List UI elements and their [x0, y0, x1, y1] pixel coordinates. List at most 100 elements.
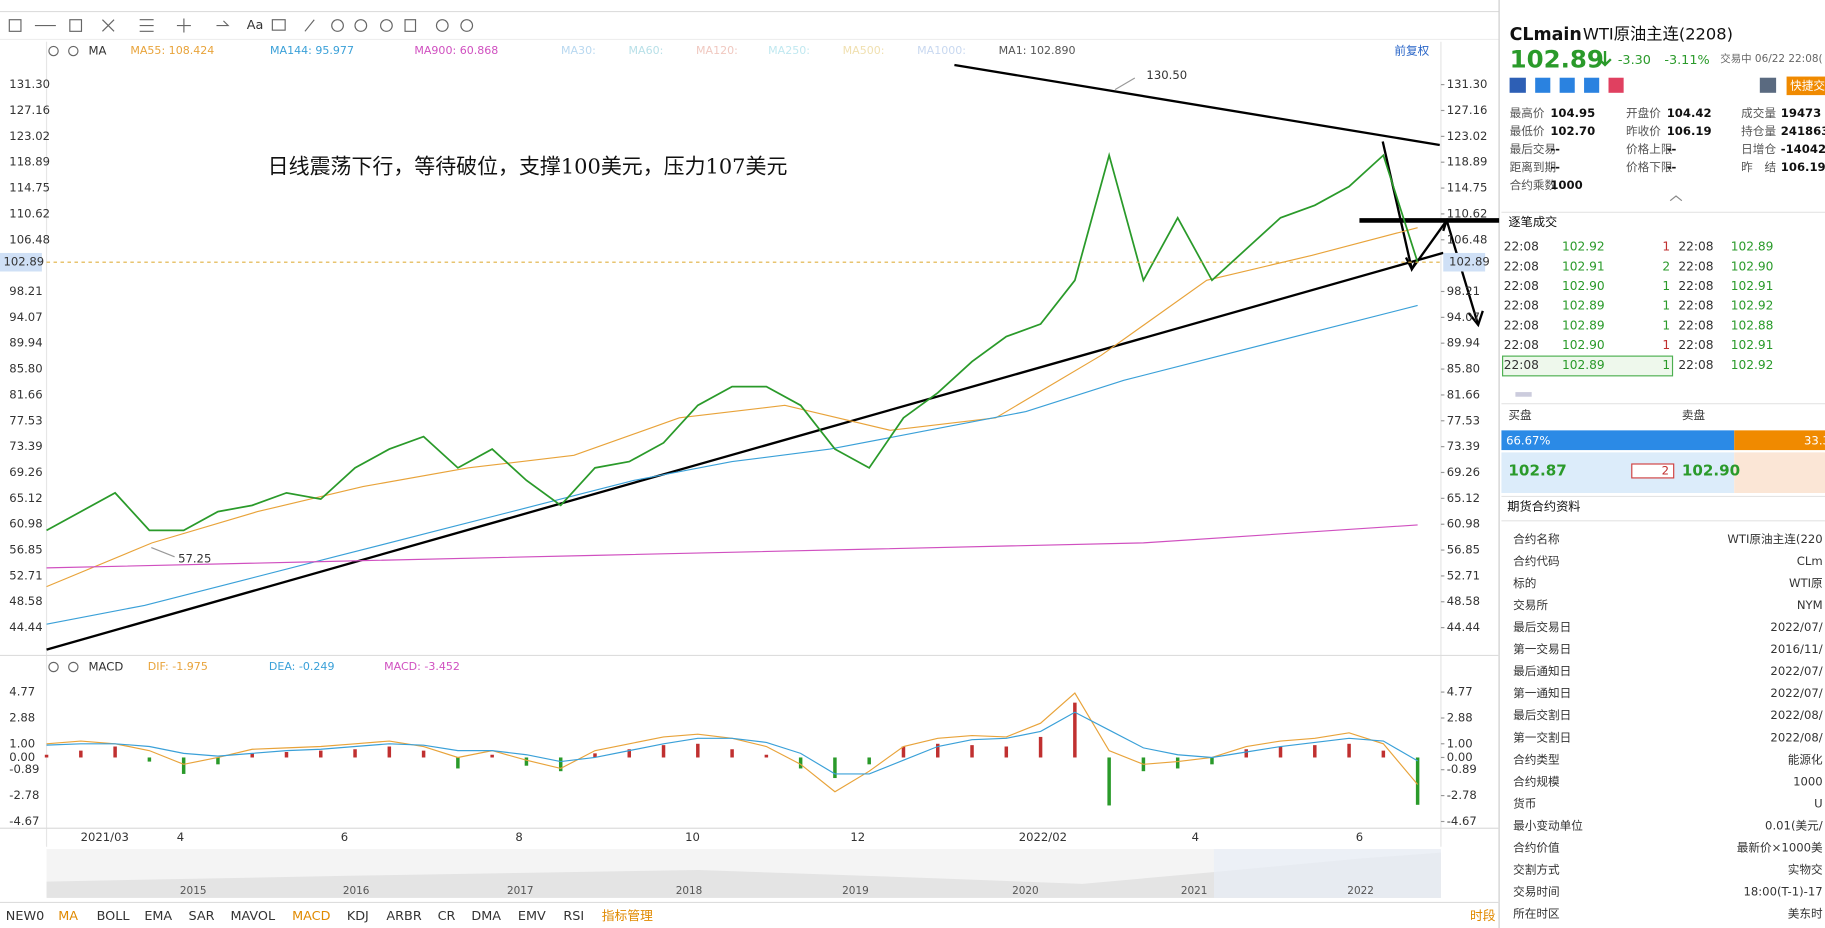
settings-icon[interactable]	[48, 45, 59, 57]
indicator-tab[interactable]: EMA	[144, 909, 172, 924]
y-tick-label: 114.75	[9, 181, 50, 195]
settings-icon[interactable]	[48, 661, 59, 673]
contract-value: NYM	[1797, 598, 1823, 612]
indicator-tab[interactable]: SAR	[189, 909, 215, 924]
indicator-tab[interactable]: DMA	[471, 909, 501, 924]
ma-selector[interactable]: MA	[88, 44, 106, 58]
macd-bar	[970, 745, 974, 758]
overview-year: 2022	[1347, 885, 1374, 897]
y-tick-label: 114.75	[1447, 181, 1488, 195]
indicator-tab[interactable]: ARBR	[386, 909, 421, 924]
y-tick-label: 52.71	[9, 568, 42, 582]
contract-value: 2022/07/	[1770, 620, 1822, 634]
tick-time: 22:08	[1678, 338, 1713, 352]
tick-price: 102.91	[1731, 338, 1774, 352]
contract-label: 合约类型	[1513, 752, 1560, 766]
status: 交易中 06/22 22:08(	[1720, 52, 1822, 65]
quick-trade[interactable]: 快捷交	[1790, 78, 1825, 92]
font-tool[interactable]: Aa	[247, 18, 264, 33]
stat-value: -14042	[1781, 142, 1825, 156]
y-tick-label: 85.80	[9, 362, 42, 376]
ma-line	[46, 304, 1418, 625]
indicator-tab[interactable]: NEW0	[6, 909, 44, 924]
y-tick-label: 48.58	[9, 594, 42, 608]
indicator-tab[interactable]: MACD	[292, 909, 331, 924]
overview-window[interactable]	[1213, 849, 1441, 898]
indicator-tab[interactable]: 指标管理	[602, 909, 653, 924]
contract-label: 合约规模	[1513, 774, 1560, 788]
ma-legend: MA55: 108.424	[130, 44, 214, 57]
macd-bar	[216, 757, 220, 765]
adjust-toggle[interactable]: 前复权	[1394, 44, 1429, 58]
macd-tick-label: 4.77	[9, 685, 35, 699]
macd-bar	[936, 743, 940, 758]
tick-price: 102.92	[1731, 358, 1774, 372]
user-drawings[interactable]	[46, 63, 1500, 651]
stat-value: 19473	[1781, 106, 1821, 120]
ma-legend: MA500:	[843, 44, 885, 57]
macd-bar	[1038, 736, 1043, 758]
stat-value: --	[1667, 160, 1677, 174]
contract-label: 最后交割日	[1513, 708, 1571, 722]
ma-legend: MA144: 95.977	[270, 44, 354, 57]
tick-row-highlight	[1502, 355, 1674, 377]
close-icon[interactable]	[68, 661, 79, 673]
period-btn[interactable]: 时段	[1470, 909, 1496, 924]
macd-tick-label: -0.89	[9, 762, 39, 776]
collapse-chevron[interactable]	[1669, 195, 1683, 202]
indicator-tab[interactable]: BOLL	[97, 909, 131, 924]
indicator-tab[interactable]: MA	[58, 909, 78, 924]
contract-value: 2022/07/	[1770, 664, 1822, 678]
y-tick-label: 73.39	[1447, 439, 1480, 453]
tick-time: 22:08	[1504, 279, 1539, 293]
tick-time: 22:08	[1504, 259, 1539, 273]
tick-time: 22:08	[1504, 299, 1539, 313]
macd-tick-label: -0.89	[1447, 762, 1477, 776]
ma-legend: MA60:	[629, 44, 664, 57]
macd-bar	[798, 757, 803, 769]
contract-label: 第一交割日	[1513, 730, 1571, 744]
indicator-tab[interactable]: RSI	[563, 909, 584, 924]
overview-year: 2015	[180, 885, 207, 897]
stat-label: 价格下限	[1626, 160, 1673, 174]
indicator-tab[interactable]: KDJ	[347, 909, 369, 924]
y-tick-label: 60.98	[1447, 517, 1480, 531]
tick-volume: 2	[1662, 259, 1670, 273]
macd-bar	[1107, 757, 1111, 806]
tick-time: 22:08	[1678, 358, 1713, 372]
contract-label: 第一交易日	[1513, 642, 1571, 656]
last-price-box	[0, 252, 42, 272]
last-price: 102.89	[1510, 44, 1604, 73]
drawing-tools[interactable]	[8, 18, 474, 33]
quick-trade-btn[interactable]	[1786, 76, 1825, 96]
contract-label: 合约价值	[1513, 840, 1560, 854]
contract-value: WTI原	[1789, 576, 1823, 590]
tick-price: 102.92	[1731, 299, 1774, 313]
indicator-tab[interactable]: MAVOL	[230, 909, 276, 924]
indicator-tab[interactable]: EMV	[518, 909, 546, 924]
last-price-box	[1443, 252, 1486, 272]
close-icon[interactable]	[68, 45, 79, 57]
y-tick-label: 65.12	[9, 491, 42, 505]
indicator-tab[interactable]: CR	[438, 909, 456, 924]
macd-bar	[353, 749, 357, 758]
stat-label: 昨收价	[1626, 124, 1661, 138]
tick-time: 22:08	[1504, 358, 1539, 372]
size-box	[1631, 463, 1675, 479]
price-line	[46, 151, 1419, 532]
contract-value: CLm	[1797, 554, 1823, 568]
stat-value: --	[1550, 142, 1560, 156]
buy-ratio-bar	[1501, 430, 1735, 451]
y-tick-label: 56.85	[9, 543, 42, 557]
macd-tick-label: 2.88	[9, 711, 35, 725]
contract-label: 交易所	[1513, 598, 1548, 612]
flag-icons	[1509, 77, 1777, 93]
y-tick-label: 106.48	[9, 232, 50, 246]
sell-pct: 33.3	[1804, 433, 1825, 447]
macd-bar	[319, 750, 323, 758]
stat-value: 104.95	[1550, 106, 1595, 120]
y-tick-label: 48.58	[1447, 594, 1480, 608]
macd-bar	[1073, 702, 1077, 758]
contract-label: 交易时间	[1513, 885, 1560, 899]
macd-bar	[1278, 746, 1283, 758]
